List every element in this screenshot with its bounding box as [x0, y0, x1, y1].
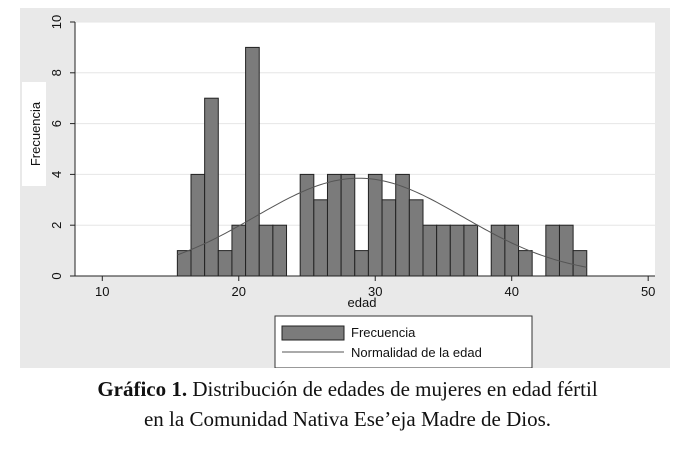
y-tick-label: 10	[49, 15, 64, 29]
y-tick-label: 0	[49, 272, 64, 279]
histogram-bar	[518, 250, 533, 277]
histogram-bar	[558, 224, 574, 277]
x-ticks: 10 20 30 40 50	[95, 276, 655, 299]
histogram-bar	[395, 173, 410, 277]
histogram-bar	[490, 224, 506, 277]
histogram-bar	[326, 173, 342, 277]
caption-label: Gráfico 1.	[97, 377, 188, 401]
y-ticks: 0 2 4 6 8 10	[49, 15, 75, 280]
histogram-bar	[367, 173, 383, 277]
histogram-bar	[463, 224, 479, 277]
legend-swatch-frecuencia	[281, 325, 345, 341]
histogram-chart: 10 20 30 40 50 0 2 4 6 8 10 edad Frecuencia Frecu…	[20, 8, 670, 368]
histogram-bar	[204, 97, 219, 277]
caption-line-1: Gráfico 1. Distribución de edades de muj…	[0, 374, 695, 404]
histogram-bar	[245, 46, 260, 277]
histogram-bar	[572, 250, 588, 277]
histogram-bar	[381, 199, 397, 277]
histogram-bar	[422, 224, 438, 277]
y-axis-label-box: Frecuencia	[22, 82, 46, 186]
axes	[74, 22, 655, 277]
figure-caption: Gráfico 1. Distribución de edades de muj…	[0, 374, 695, 434]
y-tick-label: 8	[49, 69, 64, 76]
histogram-bar	[217, 250, 233, 277]
x-axis-label: edad	[348, 295, 377, 310]
x-tick-label: 40	[504, 284, 518, 299]
histogram-bar	[231, 224, 247, 277]
legend-box	[274, 315, 533, 368]
histogram-bar	[258, 224, 274, 277]
histogram-bar	[408, 199, 424, 277]
caption-text-1: Distribución de edades de mujeres en eda…	[187, 377, 598, 401]
x-tick-label: 10	[95, 284, 109, 299]
x-tick-label: 30	[368, 284, 382, 299]
histogram-bar	[272, 224, 288, 277]
y-tick-label: 4	[49, 171, 64, 178]
figure: 10 20 30 40 50 0 2 4 6 8 10 edad Frecuencia Frecu…	[20, 8, 670, 368]
y-tick-label: 6	[49, 120, 64, 127]
histogram-bar	[354, 250, 369, 277]
histogram-bar	[190, 173, 206, 277]
histogram-bar	[313, 199, 328, 277]
histogram-bar	[504, 224, 520, 277]
histogram-bar	[545, 224, 560, 277]
histogram-bar	[449, 224, 465, 277]
legend-entry-normal: Normalidad de la edad	[351, 345, 482, 360]
grid-lines	[75, 21, 655, 226]
histogram-bar	[436, 224, 451, 277]
legend-entry-frecuencia: Frecuencia	[351, 325, 416, 340]
y-axis-label: Frecuencia	[28, 101, 43, 166]
x-tick-label: 50	[641, 284, 655, 299]
caption-line-2: en la Comunidad Nativa Ese’eja Madre de …	[143, 407, 552, 431]
histogram-bars	[176, 46, 588, 277]
legend: Frecuencia Normalidad de la edad	[274, 315, 533, 368]
y-tick-label: 2	[49, 222, 64, 229]
normal-curve	[177, 177, 587, 268]
x-tick-label: 20	[232, 284, 246, 299]
histogram-bar	[340, 173, 356, 277]
